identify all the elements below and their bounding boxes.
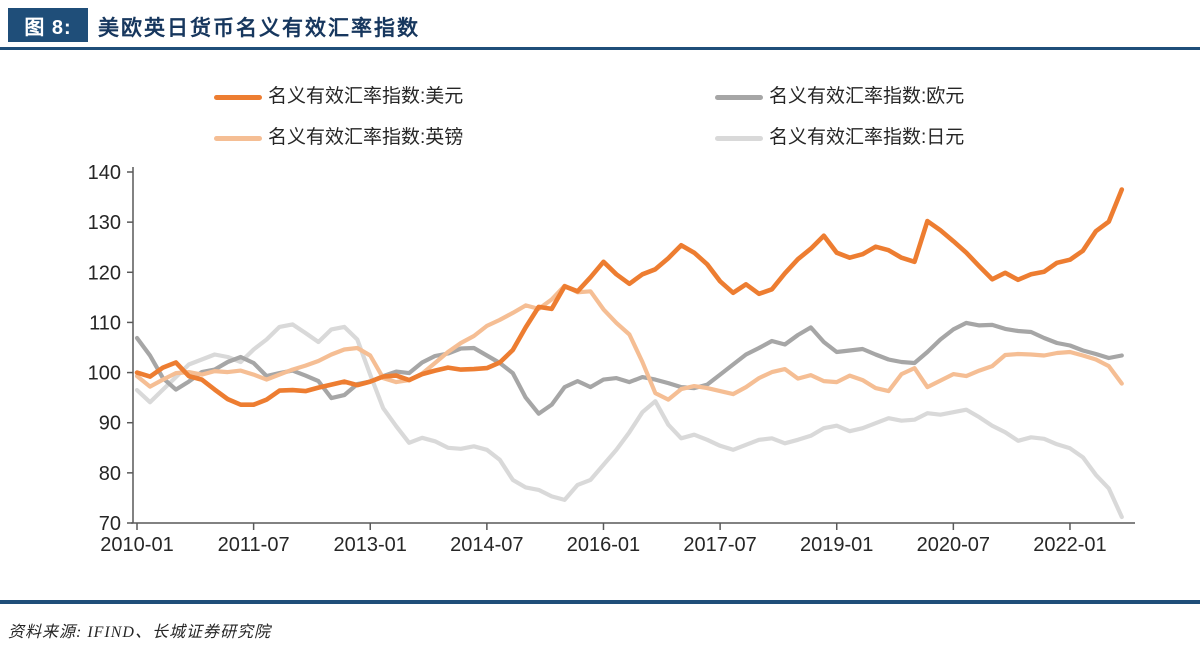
- x-tick-label: 2017-07: [683, 534, 756, 556]
- legend-item-jpy: 名义有效汇率指数:日元: [715, 127, 965, 148]
- figure-title: 美欧英日货币名义有效汇率指数: [98, 17, 420, 40]
- legend-swatch-jpy: [715, 135, 763, 141]
- x-tick-label: 2022-01: [1033, 534, 1106, 556]
- y-tick-label: 130: [88, 212, 121, 234]
- x-tick-label: 2011-07: [218, 534, 290, 556]
- x-tick-label: 2013-01: [334, 534, 407, 556]
- header-divider: [0, 47, 1200, 50]
- line-usd: [134, 187, 1125, 407]
- legend-item-gbp: 名义有效汇率指数:英镑: [214, 127, 464, 148]
- figure-number-badge: 图 8:: [8, 8, 88, 42]
- legend-label-eur: 名义有效汇率指数:欧元: [769, 86, 965, 107]
- legend-swatch-usd: [214, 94, 262, 100]
- legend-label-gbp: 名义有效汇率指数:英镑: [268, 127, 464, 148]
- line-gbp: [134, 283, 1124, 402]
- y-tick-label: 70: [99, 513, 121, 535]
- x-tick-label: 2019-01: [800, 534, 873, 556]
- y-tick-label: 90: [99, 413, 121, 435]
- y-tick-label: 100: [88, 363, 121, 385]
- x-tick-label: 2020-07: [917, 534, 990, 556]
- line-jpy: [134, 322, 1124, 520]
- legend-label-jpy: 名义有效汇率指数:日元: [769, 127, 965, 148]
- line-eur: [134, 320, 1124, 416]
- legend-swatch-gbp: [214, 135, 262, 141]
- footer-divider: [0, 600, 1200, 604]
- source-note: 资料来源: IFIND、长城证券研究院: [8, 624, 271, 641]
- legend-swatch-eur: [715, 94, 763, 100]
- y-tick-label: 140: [88, 162, 121, 184]
- y-tick-label: 110: [89, 312, 121, 334]
- x-tick-label: 2010-01: [100, 534, 173, 556]
- legend-item-usd: 名义有效汇率指数:美元: [214, 86, 464, 107]
- legend-item-eur: 名义有效汇率指数:欧元: [715, 86, 965, 107]
- x-tick-label: 2016-01: [567, 534, 640, 556]
- y-tick-label: 80: [99, 463, 121, 485]
- y-tick-label: 120: [88, 262, 121, 284]
- x-tick-label: 2014-07: [450, 534, 523, 556]
- legend-label-usd: 名义有效汇率指数:美元: [268, 86, 464, 107]
